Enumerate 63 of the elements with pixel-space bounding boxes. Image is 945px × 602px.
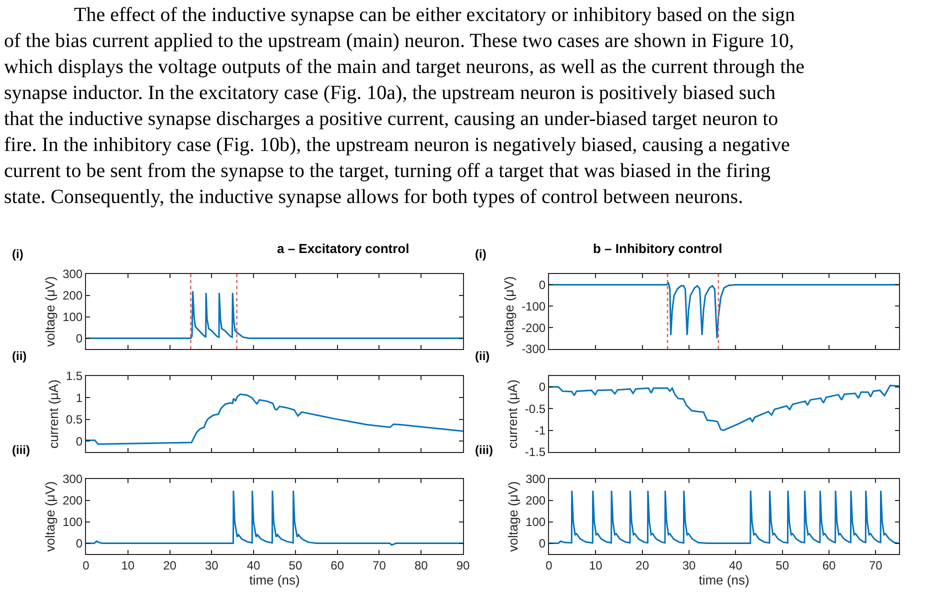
y-axis-title: voltage (μV) <box>502 276 517 347</box>
y-tick-label: 300 <box>526 472 546 486</box>
x-tick-label: 70 <box>372 558 386 572</box>
y-tick-label: 300 <box>62 267 83 282</box>
y-tick-label: 1.5 <box>66 369 83 384</box>
y-tick-label: 1 <box>76 390 83 405</box>
y-tick-label: 0 <box>76 434 83 448</box>
x-tick-label: 70 <box>868 558 883 572</box>
x-tick-label: 50 <box>288 558 302 572</box>
line-series <box>86 490 463 546</box>
x-axis-title: time (ns) <box>249 572 300 588</box>
x-tick-label: 20 <box>636 558 650 572</box>
x-tick-label: 50 <box>776 558 790 572</box>
y-tick-label: 100 <box>62 515 83 530</box>
text: (iii) <box>12 443 30 457</box>
y-tick-label: 200 <box>62 288 83 303</box>
x-axis-title: time (ns) <box>698 572 750 588</box>
x-tick-label: 80 <box>414 558 428 572</box>
y-tick-label: 0 <box>538 278 546 292</box>
y-axis-title: current (μA) <box>46 380 61 448</box>
y-tick-label: 0 <box>538 380 546 394</box>
line-series <box>549 490 899 544</box>
y-axis-title: voltage (μV) <box>42 481 58 552</box>
y-tick-label: -0.5 <box>524 402 546 416</box>
x-tick-label: 10 <box>588 558 603 572</box>
y-axis-title: current (μA) <box>504 380 520 448</box>
x-tick-label: 10 <box>121 558 135 572</box>
line-series <box>86 290 463 340</box>
y-tick-label: 200 <box>526 494 546 508</box>
y-tick-label: 100 <box>526 515 546 530</box>
text: (ii) <box>12 349 27 363</box>
x-tick-label: 30 <box>204 558 219 572</box>
y-axis-title: voltage (μV) <box>506 481 521 552</box>
y-tick-label: -300 <box>522 342 546 356</box>
line-series <box>549 282 899 340</box>
chart-title: a – Excitatory control <box>277 241 410 256</box>
x-tick-label: 40 <box>728 558 743 572</box>
line-series <box>86 393 463 445</box>
text: (i) <box>12 247 24 261</box>
y-tick-label: 0 <box>76 331 83 346</box>
y-tick-label: -1.5 <box>524 445 546 460</box>
x-tick-label: 20 <box>163 558 177 572</box>
x-tick-label: 60 <box>822 558 836 572</box>
x-tick-label: 60 <box>330 558 344 572</box>
text: (ii) <box>475 349 490 363</box>
y-axis-title: voltage (μV) <box>42 276 58 347</box>
x-tick-label: 90 <box>456 558 470 572</box>
y-tick-label: 0.5 <box>66 412 83 427</box>
chart-title: b – Inhibitory control <box>593 241 722 256</box>
x-tick-label: 30 <box>682 558 696 572</box>
y-tick-label: 100 <box>62 310 83 324</box>
y-tick-label: -1 <box>534 423 546 438</box>
x-tick-label: 40 <box>246 558 261 572</box>
y-tick-label: -200 <box>522 320 546 335</box>
y-tick-label: 200 <box>62 494 83 508</box>
text: (iii) <box>475 443 493 457</box>
text: (i) <box>475 247 486 261</box>
y-tick-label: 0 <box>538 536 546 550</box>
text: The effect of the inductive synapse can be either excitatory or inhibitory based on the sign of the bias current applied to the upstream (main) neuron. These two cases are shown in Figure 10, which displays the voltage outputs of the main and target neurons, as well as the current through the synapse inductor. In the excitatory case (Fig. 10a), the upstream neuron is positively biased such that the inductive synapse discharges a positive current, causing an under-biased target neuron to fire. In the inhibitory case (Fig. 10b), the upstream neuron is negatively biased, causing a negative current to be sent from the synapse to the target, turning off a target that was biased in the firing state. Consequently, the inductive synapse allows for both types of control between neurons. <box>4 4 805 208</box>
y-tick-label: 300 <box>62 472 83 486</box>
y-tick-label: -100 <box>522 299 546 314</box>
line-series <box>549 384 899 432</box>
y-tick-label: 0 <box>76 536 83 550</box>
